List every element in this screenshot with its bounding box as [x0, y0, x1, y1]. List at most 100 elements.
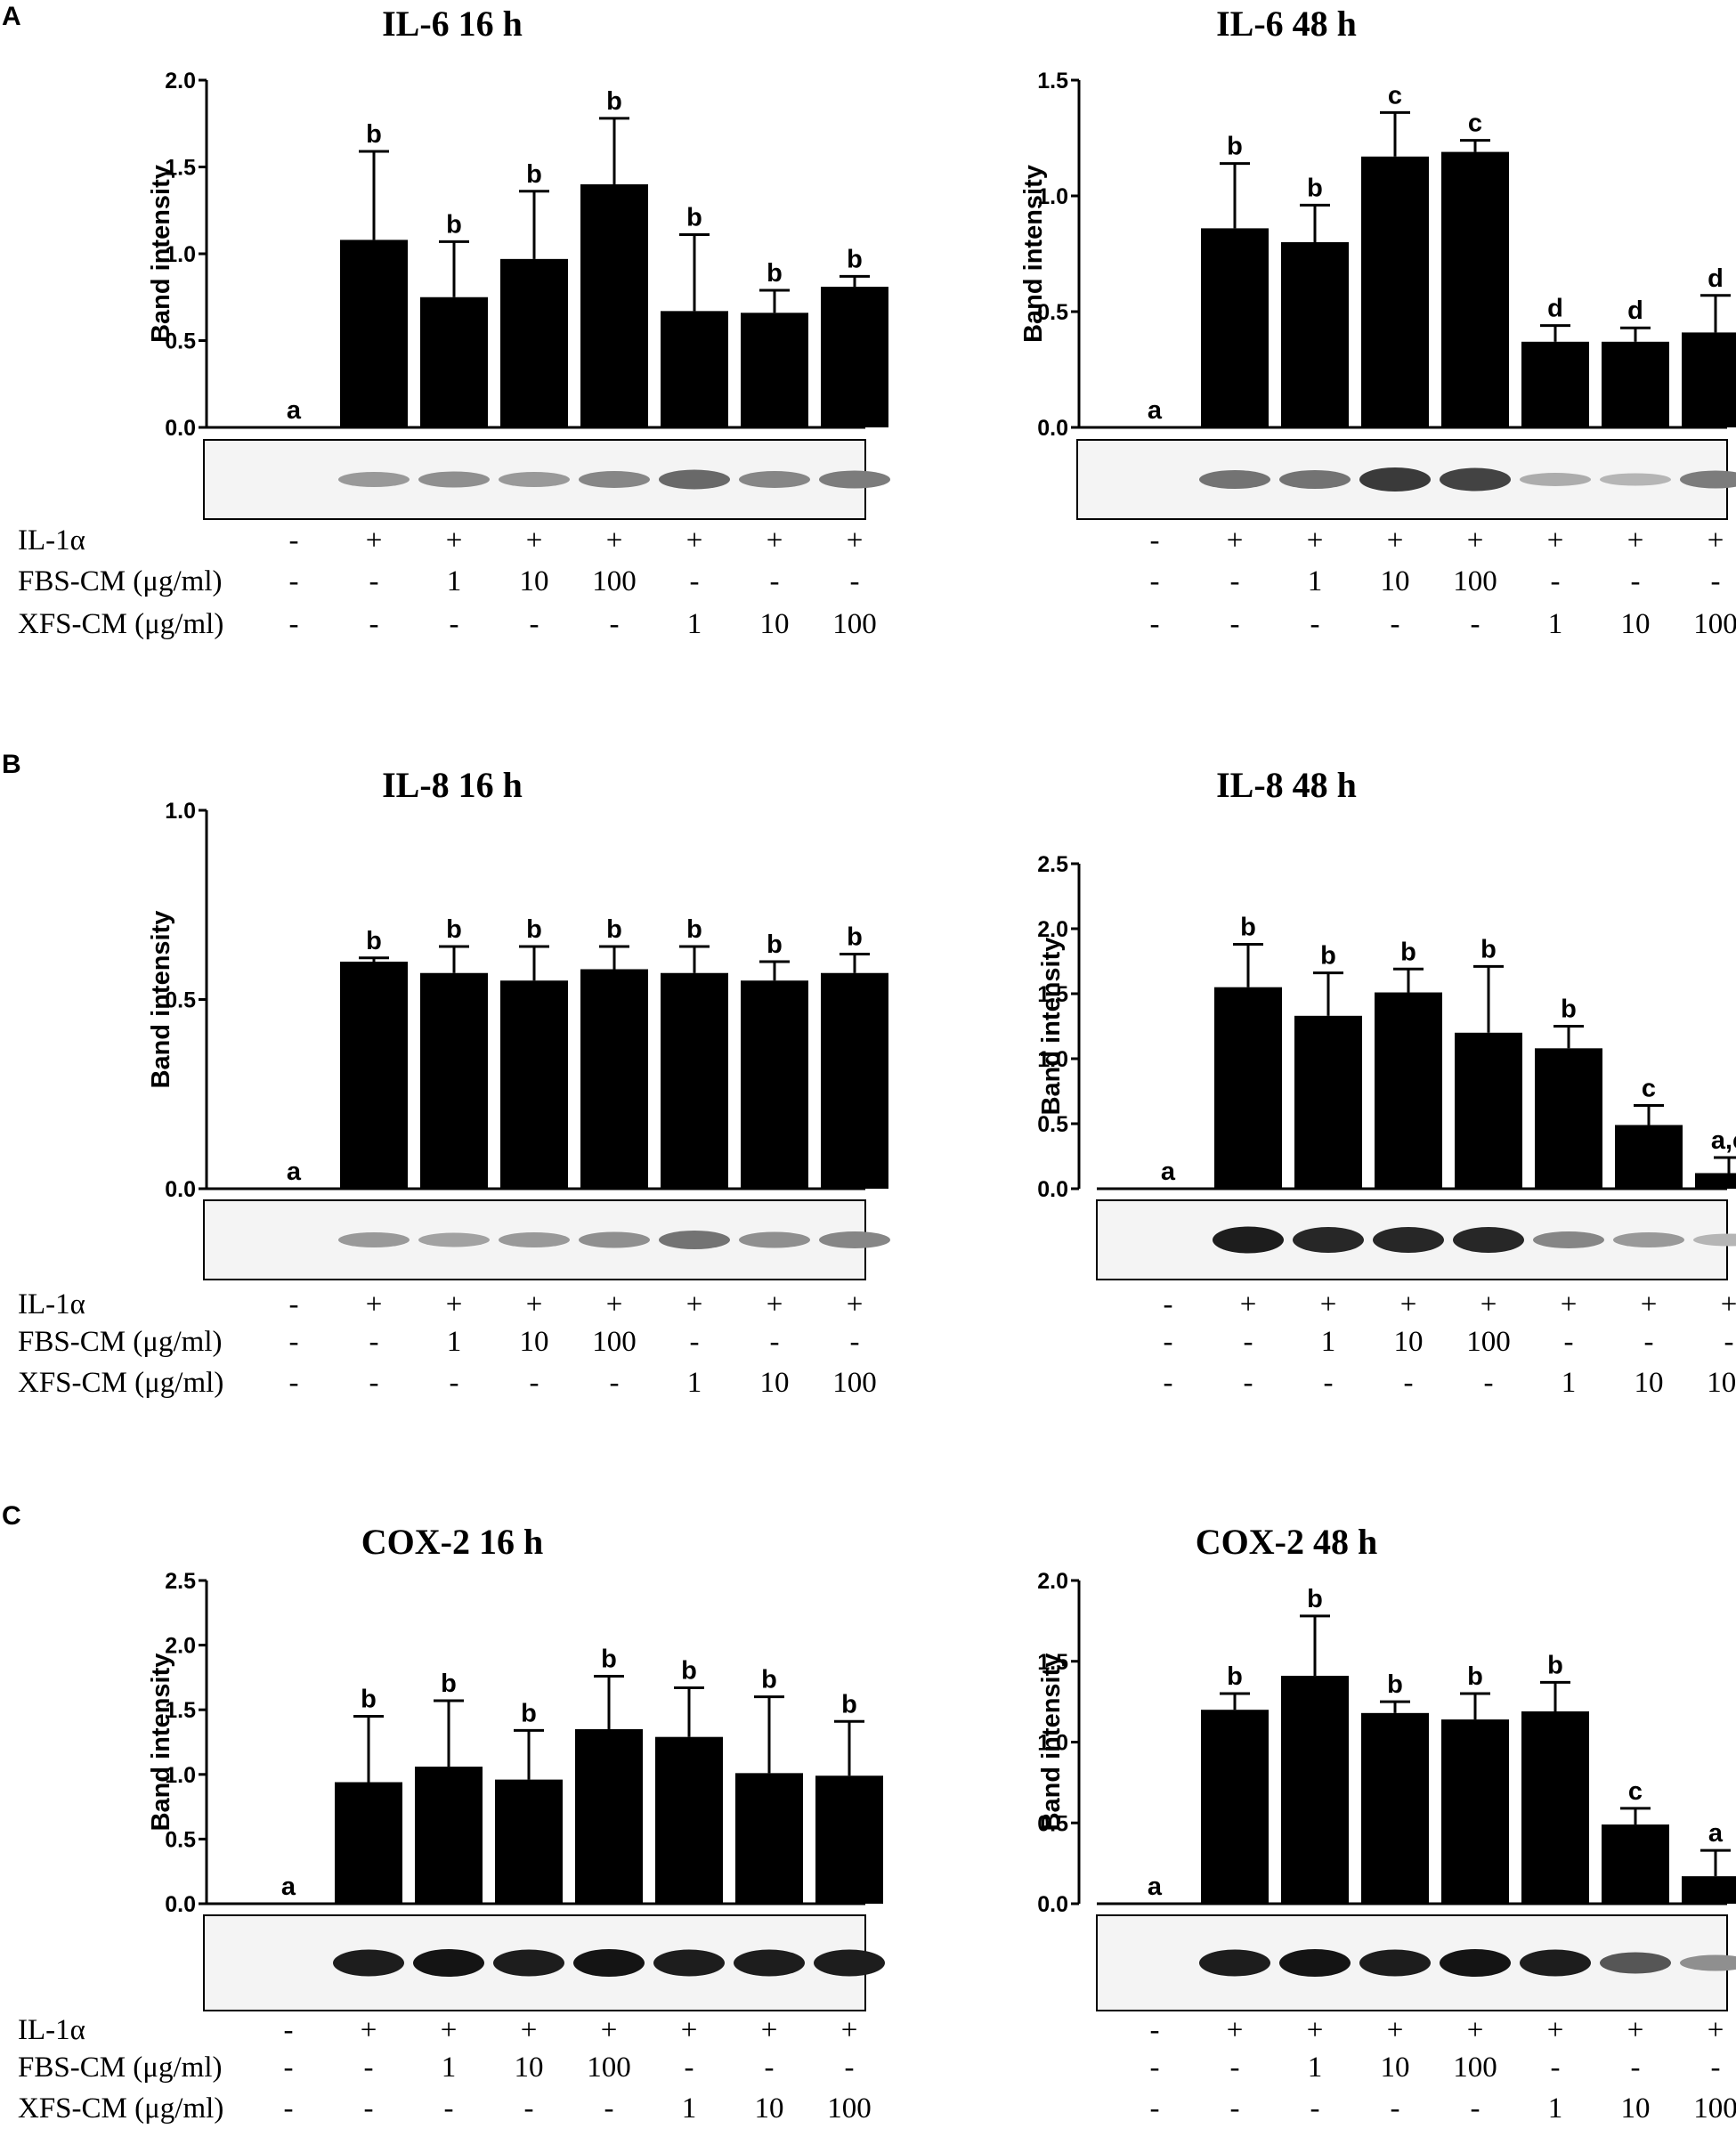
- significance-label: a: [1161, 1158, 1176, 1186]
- significance-label: b: [601, 1645, 617, 1673]
- treatment-cell: -: [1230, 2092, 1240, 2125]
- treatment-cell: -: [450, 608, 459, 640]
- y-tick-label: 2.5: [165, 1569, 196, 1594]
- y-tick-label: 1.5: [165, 156, 196, 181]
- bar: [1201, 1710, 1269, 1904]
- blot-band: [819, 470, 890, 489]
- blot-band: [739, 1231, 810, 1248]
- treatment-cell: +: [606, 1288, 623, 1320]
- treatment-cell: 1: [447, 565, 462, 597]
- significance-label: b: [767, 259, 783, 288]
- y-tick-label: 1.0: [165, 242, 196, 267]
- treatment-cell: +: [1467, 2014, 1484, 2046]
- bar: [1615, 1125, 1683, 1189]
- treatment-cell: -: [289, 524, 299, 557]
- treatment-cell: 10: [760, 1367, 790, 1399]
- significance-label: d: [1708, 264, 1724, 293]
- significance-label: b: [361, 1685, 377, 1713]
- treatment-table-5: IL-1α - + + + + + + + FBS-CM (μg/ml) - - 1 10 100 - - - XF…: [18, 2014, 872, 2125]
- treatment-cell: -: [450, 1367, 459, 1399]
- bar: [741, 980, 808, 1189]
- treatment-cell: +: [1561, 1288, 1578, 1320]
- treatment-cell: 100: [1453, 2052, 1497, 2084]
- bar: [661, 972, 728, 1189]
- treatment-row-label: IL-1α: [18, 524, 85, 557]
- blot-band: [499, 1232, 570, 1247]
- treatment-cell: -: [364, 2052, 374, 2084]
- treatment-cell: -: [1324, 1367, 1334, 1399]
- y-tick-label: 0.5: [1037, 1112, 1068, 1137]
- significance-label: d: [1547, 295, 1563, 323]
- significance-label: b: [1227, 133, 1243, 161]
- treatment-cell: +: [767, 524, 783, 557]
- panel-label-b: B: [2, 750, 21, 779]
- y-tick-label: 0.5: [1037, 300, 1068, 325]
- treatment-cell: -: [1164, 1367, 1173, 1399]
- chart-6: COX-2 48 h Band intensity 0.0 0.5 1.0 1.5 2.0 a…: [1037, 1522, 1736, 2011]
- blot-band: [1359, 467, 1431, 492]
- y-tick-label: 1.0: [1037, 1047, 1068, 1072]
- treatment-cell: -: [1564, 1326, 1574, 1358]
- y-tick-label: 1.5: [1037, 69, 1068, 93]
- bar: [735, 1773, 803, 1904]
- treatment-cell: -: [1551, 565, 1561, 597]
- treatment-cell: +: [366, 1288, 383, 1320]
- bar: [580, 969, 648, 1189]
- blot-band: [338, 472, 410, 487]
- treatment-cell: 1: [687, 608, 702, 640]
- bar: [1455, 1032, 1522, 1189]
- significance-label: a: [1148, 1873, 1163, 1901]
- bar: [1682, 1876, 1736, 1904]
- treatment-cell: -: [1230, 2052, 1240, 2084]
- treatment-cell: 1: [1562, 1367, 1577, 1399]
- treatment-cell: -: [850, 1326, 860, 1358]
- treatment-cell: -: [364, 2092, 374, 2125]
- treatment-cell: +: [686, 1288, 703, 1320]
- blot-band: [659, 1231, 730, 1249]
- bar: [1281, 242, 1349, 427]
- treatment-cell: +: [847, 524, 864, 557]
- bar: [1201, 228, 1269, 427]
- significance-label: b: [526, 915, 542, 944]
- panel-label-c: C: [2, 1501, 21, 1531]
- significance-label: b: [1467, 1662, 1483, 1691]
- blot-band: [653, 1949, 725, 1977]
- treatment-cell: -: [1310, 608, 1320, 640]
- treatment-cell: +: [446, 1288, 463, 1320]
- treatment-cell: -: [289, 1326, 299, 1358]
- treatment-cell: -: [1150, 2014, 1160, 2046]
- bar: [1602, 1824, 1669, 1904]
- treatment-cell: -: [284, 2014, 294, 2046]
- bar: [741, 313, 808, 427]
- treatment-cell: -: [530, 1367, 539, 1399]
- blot-band: [1199, 470, 1270, 489]
- significance-label: c: [1388, 81, 1402, 110]
- y-tick-label: 0.0: [1037, 1177, 1068, 1202]
- blot-band: [1520, 473, 1591, 486]
- treatment-cell: -: [770, 1326, 780, 1358]
- treatment-cell: +: [767, 1288, 783, 1320]
- treatment-cell: -: [289, 1288, 299, 1320]
- treatment-cell: +: [521, 2014, 538, 2046]
- blot-band: [1373, 1227, 1444, 1253]
- treatment-cell: 10: [1381, 565, 1410, 597]
- y-tick-label: 0.5: [165, 329, 196, 354]
- significance-label: b: [1227, 1662, 1243, 1691]
- treatment-cell: +: [361, 2014, 377, 2046]
- treatment-cell: +: [761, 2014, 778, 2046]
- treatment-cell: 10: [1381, 2052, 1410, 2084]
- treatment-cell: 10: [1621, 2092, 1651, 2125]
- treatment-cell: -: [369, 608, 379, 640]
- treatment-cell: 10: [760, 608, 790, 640]
- blot-band: [1440, 467, 1511, 492]
- significance-label: b: [686, 915, 702, 944]
- blot-band: [1453, 1227, 1524, 1253]
- significance-label: a: [281, 1873, 296, 1901]
- bar: [415, 1767, 483, 1904]
- treatment-cell: -: [1150, 608, 1160, 640]
- significance-label: a,c: [1711, 1126, 1736, 1155]
- treatment-cell: +: [1387, 524, 1404, 557]
- treatment-cell: 1: [1548, 2092, 1563, 2125]
- blot-band: [1680, 470, 1736, 489]
